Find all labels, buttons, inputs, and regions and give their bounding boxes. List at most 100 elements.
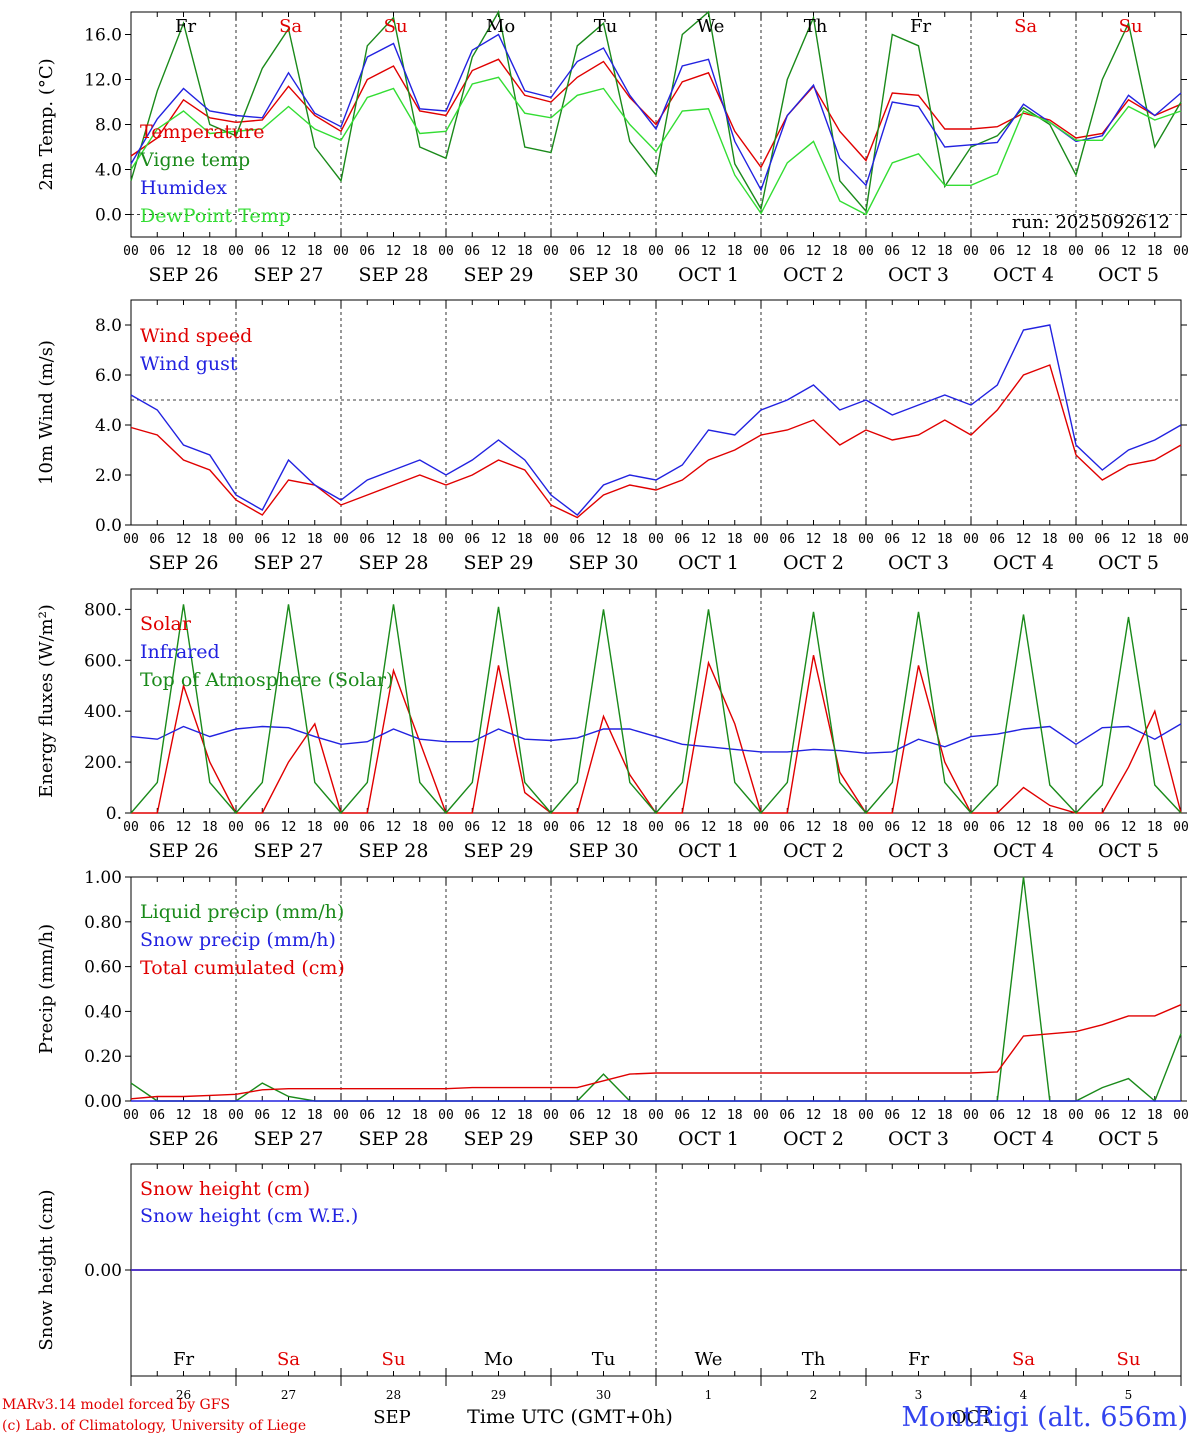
hour-label: 12 bbox=[386, 532, 402, 547]
hour-label: 12 bbox=[701, 532, 717, 547]
day-label: Mo bbox=[486, 16, 515, 37]
hour-label: 18 bbox=[832, 532, 848, 547]
bottom-day-number: 5 bbox=[1125, 1388, 1133, 1402]
hour-label: 18 bbox=[202, 1108, 218, 1123]
series-line-dewpoint-temp bbox=[130, 76, 1182, 216]
date-label: OCT 3 bbox=[888, 1128, 949, 1150]
bottom-day-number: 1 bbox=[705, 1388, 713, 1402]
date-label: SEP 27 bbox=[254, 264, 324, 286]
bottom-day-number: 26 bbox=[176, 1388, 191, 1402]
hour-label: 00 bbox=[963, 532, 979, 547]
legend-entry: Top of Atmosphere (Solar) bbox=[140, 669, 393, 691]
run-annotation: run: 2025092612 bbox=[1012, 212, 1170, 233]
hour-label: 18 bbox=[937, 820, 953, 835]
hour-label: 12 bbox=[1121, 1108, 1137, 1123]
y-tick-label: 1.00 bbox=[84, 868, 122, 888]
bottom-day-number: 30 bbox=[596, 1388, 611, 1402]
hour-label: 12 bbox=[386, 1108, 402, 1123]
hour-label: 12 bbox=[176, 244, 192, 259]
hour-label: 06 bbox=[884, 244, 900, 259]
legend-entry: Humidex bbox=[140, 177, 227, 199]
y-tick-label: 0.40 bbox=[84, 1002, 122, 1022]
model-credit: MARv3.14 model forced by GFS bbox=[2, 1397, 231, 1413]
y-axis-label: Snow height (cm) bbox=[36, 1189, 57, 1350]
hour-label: 00 bbox=[648, 244, 664, 259]
y-tick-label: 6.0 bbox=[95, 366, 122, 386]
day-label: Sa bbox=[1014, 16, 1037, 37]
hour-label: 00 bbox=[1068, 1108, 1084, 1123]
hour-label: 06 bbox=[359, 244, 375, 259]
hour-label: 18 bbox=[517, 820, 533, 835]
bottom-day-label: Su bbox=[1117, 1349, 1141, 1370]
hour-label: 12 bbox=[491, 1108, 507, 1123]
date-label: SEP 28 bbox=[359, 1128, 429, 1150]
hour-label: 06 bbox=[254, 820, 270, 835]
hour-label: 00 bbox=[543, 532, 559, 547]
bottom-day-label: Fr bbox=[908, 1349, 929, 1370]
hour-label: 18 bbox=[727, 532, 743, 547]
hour-label: 06 bbox=[884, 1108, 900, 1123]
y-tick-label: 8.0 bbox=[95, 116, 122, 136]
hour-label: 06 bbox=[464, 532, 480, 547]
date-label: SEP 26 bbox=[149, 840, 219, 862]
y-tick-label: 0. bbox=[106, 804, 122, 824]
hour-label: 18 bbox=[832, 1108, 848, 1123]
hour-label: 12 bbox=[1016, 532, 1032, 547]
date-label: SEP 30 bbox=[569, 1128, 639, 1150]
hour-label: 12 bbox=[386, 820, 402, 835]
hour-label: 18 bbox=[202, 244, 218, 259]
hour-label: 12 bbox=[1016, 820, 1032, 835]
month-label: OCT bbox=[952, 1407, 993, 1428]
hour-label: 00 bbox=[123, 1108, 139, 1123]
hour-label: 12 bbox=[1121, 820, 1137, 835]
hour-label: 18 bbox=[1147, 820, 1163, 835]
hour-label: 18 bbox=[412, 244, 428, 259]
hour-label: 18 bbox=[1042, 532, 1058, 547]
hour-label: 06 bbox=[254, 1108, 270, 1123]
hour-label: 00 bbox=[123, 532, 139, 547]
legend-entry: Liquid precip (mm/h) bbox=[140, 901, 344, 923]
hour-label: 18 bbox=[727, 1108, 743, 1123]
bottom-day-label: Tu bbox=[592, 1349, 616, 1370]
hour-label: 12 bbox=[701, 820, 717, 835]
hour-label: 18 bbox=[1042, 820, 1058, 835]
hour-label: 12 bbox=[806, 820, 822, 835]
hour-label: 06 bbox=[674, 532, 690, 547]
date-label: SEP 30 bbox=[569, 264, 639, 286]
date-label: SEP 28 bbox=[359, 552, 429, 574]
date-label: OCT 1 bbox=[678, 840, 739, 862]
hour-label: 12 bbox=[1121, 532, 1137, 547]
series-line-top-of-atmosphere-solar- bbox=[130, 604, 1182, 815]
hour-label: 18 bbox=[307, 1108, 323, 1123]
bottom-day-label: Su bbox=[382, 1349, 406, 1370]
hour-label: 06 bbox=[779, 820, 795, 835]
date-label: OCT 3 bbox=[888, 552, 949, 574]
date-label: SEP 26 bbox=[149, 552, 219, 574]
hour-label: 18 bbox=[412, 820, 428, 835]
hour-label: 12 bbox=[911, 244, 927, 259]
month-label: SEP bbox=[373, 1407, 411, 1428]
date-label: SEP 26 bbox=[149, 264, 219, 286]
bottom-day-number: 2 bbox=[810, 1388, 818, 1402]
hour-label: 06 bbox=[569, 244, 585, 259]
hour-label: 06 bbox=[149, 244, 165, 259]
hour-label: 00 bbox=[438, 244, 454, 259]
hour-label: 06 bbox=[464, 244, 480, 259]
hour-label: 18 bbox=[1147, 532, 1163, 547]
hour-label: 00 bbox=[438, 1108, 454, 1123]
hour-label: 12 bbox=[911, 1108, 927, 1123]
legend-entry: Snow precip (mm/h) bbox=[140, 929, 336, 951]
hour-label: 18 bbox=[412, 1108, 428, 1123]
hour-label: 00 bbox=[1068, 244, 1084, 259]
hour-label: 06 bbox=[989, 820, 1005, 835]
hour-label: 18 bbox=[307, 244, 323, 259]
day-label: Fr bbox=[910, 16, 931, 37]
y-tick-label: 0.0 bbox=[95, 206, 122, 226]
hour-label: 06 bbox=[569, 532, 585, 547]
date-label: SEP 27 bbox=[254, 840, 324, 862]
date-label: OCT 5 bbox=[1098, 552, 1159, 574]
hour-label: 06 bbox=[779, 244, 795, 259]
hour-label: 06 bbox=[1094, 820, 1110, 835]
hour-label: 18 bbox=[727, 244, 743, 259]
hour-label: 12 bbox=[596, 532, 612, 547]
